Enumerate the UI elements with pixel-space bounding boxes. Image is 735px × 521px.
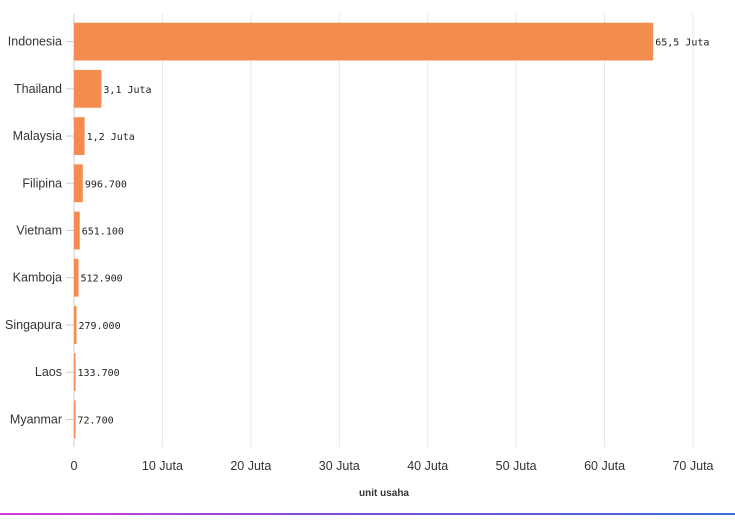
x-tick-label: 20 Juta (230, 459, 271, 473)
category-label: Thailand (14, 82, 62, 96)
category-labels: Indonesia Thailand Malaysia Filipina Vietnam… (5, 35, 74, 426)
bar-laos (74, 353, 76, 392)
bar-malaysia (74, 117, 85, 155)
value-label: 651.100 (82, 227, 124, 238)
category-label: Vietnam (16, 224, 62, 238)
value-label: 279.000 (78, 321, 120, 332)
x-tick-label: 70 Juta (672, 459, 713, 473)
category-label: Indonesia (8, 35, 62, 49)
category-label: Singapura (5, 318, 62, 332)
bar-kamboja (74, 258, 79, 297)
bars (74, 22, 654, 439)
value-label: 72.700 (78, 415, 114, 426)
category-label: Kamboja (13, 271, 62, 285)
x-tick-labels: 0 10 Juta 20 Juta 30 Juta 40 Juta 50 Juta 60 J… (71, 459, 714, 473)
x-tick-label: 30 Juta (319, 459, 360, 473)
category-label: Filipina (22, 176, 62, 190)
bar-vietnam (74, 211, 80, 250)
category-label: Malaysia (13, 129, 62, 143)
value-label: 65,5 Juta (655, 38, 709, 49)
value-label: 1,2 Juta (87, 132, 135, 143)
x-tick-label: 0 (71, 459, 78, 473)
bar-filipina (74, 164, 83, 203)
category-label: Laos (35, 365, 62, 379)
bottom-divider (0, 513, 735, 515)
x-axis-title: unit usaha (359, 488, 409, 499)
bar-indonesia (74, 22, 654, 61)
bar-myanmar (74, 400, 76, 439)
x-tick-label: 40 Juta (407, 459, 448, 473)
x-tick-label: 10 Juta (142, 459, 183, 473)
value-label: 3,1 Juta (103, 85, 151, 96)
x-tick-label: 50 Juta (496, 459, 537, 473)
grid-lines (73, 14, 694, 447)
bar-singapura (74, 306, 77, 344)
bar-thailand (74, 69, 102, 108)
value-label: 512.900 (81, 274, 123, 285)
value-labels: 65,5 Juta 3,1 Juta 1,2 Juta 996.700 651.100 5… (78, 38, 710, 427)
value-label: 996.700 (85, 179, 127, 190)
value-label: 133.700 (78, 368, 120, 379)
x-tick-label: 60 Juta (584, 459, 625, 473)
category-label: Myanmar (10, 412, 62, 426)
